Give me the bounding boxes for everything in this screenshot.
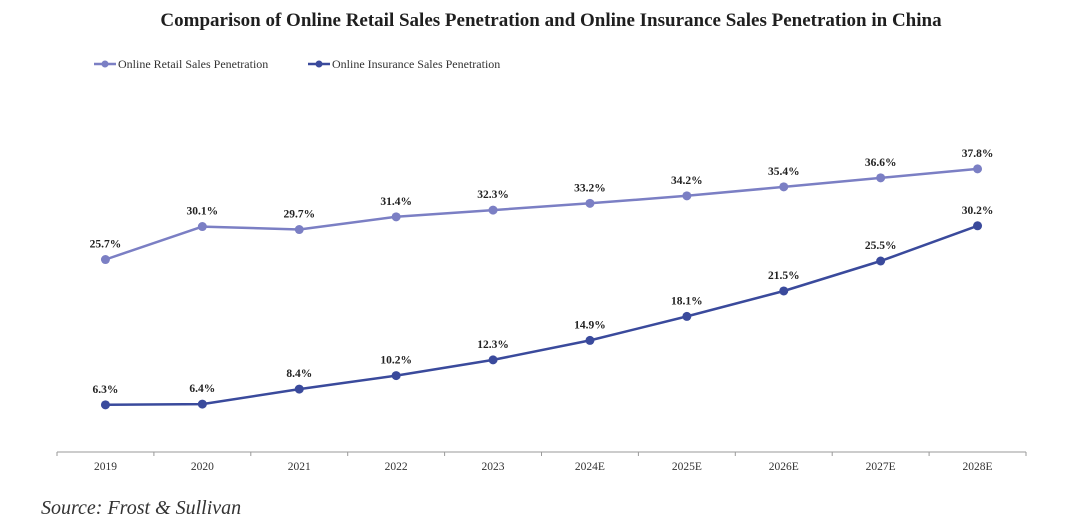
- series-layer: 25.7% 30.1% 29.7% 31.4% 32.3% 33.2% 34.2% 35.4%…: [90, 148, 994, 410]
- data-point: [973, 164, 983, 174]
- data-point: [488, 355, 498, 365]
- data-label: 18.1%: [671, 295, 703, 307]
- data-label: 31.4%: [380, 196, 412, 208]
- data-point: [100, 400, 110, 410]
- data-label: 10.2%: [380, 355, 412, 367]
- data-label: 35.4%: [768, 166, 800, 178]
- data-point: [391, 371, 401, 381]
- data-label: 30.1%: [187, 206, 219, 218]
- x-tick-label: 2024E: [575, 461, 605, 473]
- data-label: 25.5%: [865, 240, 897, 252]
- data-label: 30.2%: [962, 205, 994, 217]
- data-label: 33.2%: [574, 182, 606, 194]
- data-point: [100, 255, 110, 265]
- data-point: [391, 212, 401, 222]
- data-point: [779, 182, 789, 192]
- series-line: [105, 167, 978, 261]
- legend-marker: [101, 60, 109, 68]
- x-tick-label: 2021: [288, 461, 311, 473]
- data-label: 37.8%: [962, 148, 994, 160]
- x-tick-label: 2028E: [963, 461, 993, 473]
- x-tick-label: 2019: [94, 461, 117, 473]
- data-label: 34.2%: [671, 175, 703, 187]
- data-point: [197, 399, 207, 409]
- data-label: 6.3%: [93, 384, 119, 396]
- data-label: 36.6%: [865, 157, 897, 169]
- data-point: [682, 311, 692, 321]
- data-point: [294, 384, 304, 394]
- data-label: 32.3%: [477, 189, 509, 201]
- x-tick-label: 2027E: [866, 461, 896, 473]
- legend-item: Online Insurance Sales Penetration: [308, 57, 500, 71]
- data-point: [488, 205, 498, 215]
- data-point: [876, 256, 886, 266]
- data-label: 6.4%: [189, 383, 215, 395]
- legend-item: Online Retail Sales Penetration: [94, 57, 268, 71]
- x-tick-label: 2026E: [769, 461, 799, 473]
- series-online-insurance: 6.3% 6.4% 8.4% 10.2% 12.3% 14.9% 18.1% 21.5% 25.…: [93, 205, 994, 410]
- data-label: 25.7%: [90, 239, 122, 251]
- legend-label: Online Insurance Sales Penetration: [332, 57, 500, 71]
- x-tick-label: 2025E: [672, 461, 702, 473]
- data-label: 12.3%: [477, 339, 509, 351]
- x-axis: 2019 2020 2021 2022 2023 2024E 2025E 2026E 2027E…: [56, 451, 1027, 473]
- legend-label: Online Retail Sales Penetration: [118, 57, 268, 71]
- data-label: 29.7%: [283, 209, 315, 221]
- x-tick-label: 2020: [191, 461, 214, 473]
- chart-title: Comparison of Online Retail Sales Penetr…: [160, 10, 942, 31]
- data-point: [585, 198, 595, 208]
- data-label: 14.9%: [574, 319, 606, 331]
- series-line: [105, 224, 979, 407]
- data-point: [779, 286, 789, 296]
- data-label: 21.5%: [768, 270, 800, 282]
- data-point: [294, 225, 304, 235]
- data-label: 8.4%: [286, 368, 312, 380]
- legend: Online Retail Sales Penetration Online In…: [94, 57, 500, 71]
- data-point: [197, 222, 207, 232]
- series-online-retail: 25.7% 30.1% 29.7% 31.4% 32.3% 33.2% 34.2% 35.4%…: [90, 148, 994, 265]
- data-point: [876, 173, 886, 183]
- source-note: Source: Frost & Sullivan: [41, 497, 242, 519]
- data-point: [973, 221, 983, 231]
- x-tick-label: 2022: [385, 461, 408, 473]
- legend-marker: [315, 60, 323, 68]
- x-tick-label: 2023: [482, 461, 505, 473]
- data-point: [585, 335, 595, 345]
- data-point: [682, 191, 692, 201]
